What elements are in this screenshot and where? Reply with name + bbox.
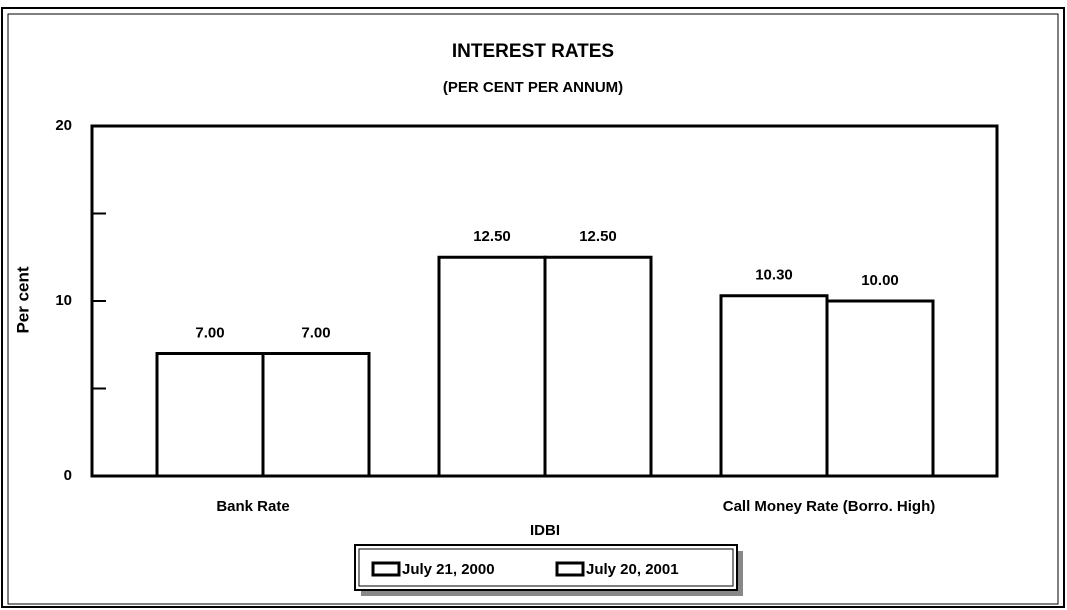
bar: [825, 299, 935, 478]
legend-swatch: [555, 561, 585, 577]
x-tick-label: Bank Rate: [216, 498, 289, 515]
x-axis-label: IDBI: [530, 522, 560, 539]
y-tick-label: 0: [64, 467, 72, 484]
legend-swatch: [371, 561, 401, 577]
y-axis-label: Per cent: [13, 266, 32, 333]
legend-inner: [358, 548, 734, 587]
value-label: 12.50: [579, 228, 617, 245]
bar: [543, 255, 653, 478]
legend-label: July 20, 2001: [586, 561, 679, 578]
legend-box: [354, 544, 738, 591]
inner-frame: [7, 13, 1059, 605]
outer-frame: [1, 7, 1065, 608]
chart-title: INTEREST RATES: [452, 41, 614, 62]
bar: [155, 352, 265, 478]
x-tick-label: Call Money Rate (Borro. High): [723, 498, 936, 515]
value-label: 7.00: [301, 324, 330, 341]
bar: [437, 255, 547, 478]
value-label: 12.50: [473, 228, 511, 245]
legend-label: July 21, 2000: [402, 561, 495, 578]
y-tick-label: 10: [55, 292, 72, 309]
value-label: 10.30: [755, 267, 793, 284]
chart-subtitle: (PER CENT PER ANNUM): [443, 79, 623, 96]
y-tick-label: 20: [55, 117, 72, 134]
value-label: 7.00: [195, 324, 224, 341]
value-label: 10.00: [861, 272, 899, 289]
bar: [719, 294, 829, 478]
bar: [261, 352, 371, 478]
